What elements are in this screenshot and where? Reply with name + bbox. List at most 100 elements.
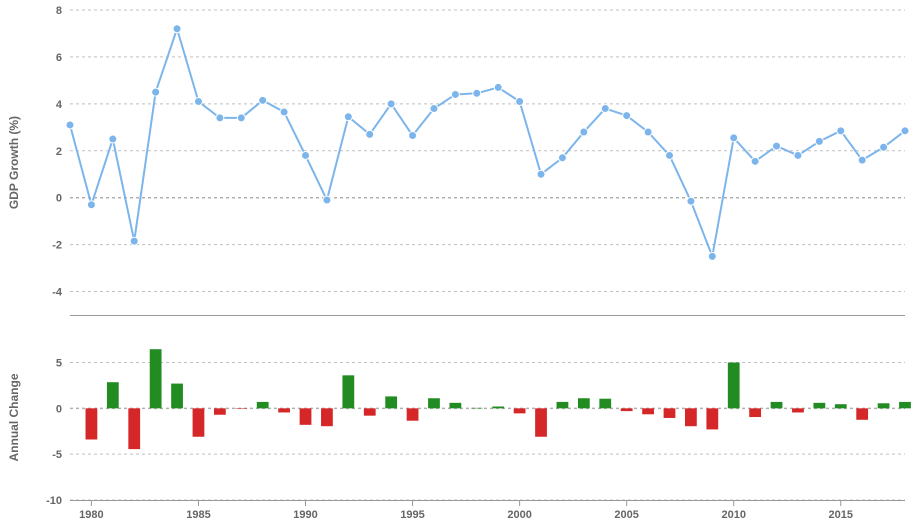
data-point[interactable] [473,89,481,97]
annual-change-bar[interactable] [86,408,98,439]
data-point[interactable] [173,25,181,33]
annual-change-bar[interactable] [813,403,825,409]
x-tick-label: 2005 [614,509,638,521]
annual-change-bar[interactable] [214,408,226,414]
annual-change-bar[interactable] [300,408,312,425]
data-point[interactable] [751,157,759,165]
data-point[interactable] [901,127,909,135]
data-point[interactable] [409,132,417,140]
annual-change-bar[interactable] [449,403,461,409]
y-tick-label: 0 [56,403,62,415]
annual-change-bar[interactable] [792,408,804,412]
data-point[interactable] [494,83,502,91]
data-point[interactable] [87,201,95,209]
data-point[interactable] [644,128,652,136]
annual-change-bar[interactable] [899,402,911,408]
data-point[interactable] [516,98,524,106]
y-tick-label: 0 [56,193,62,205]
annual-change-bar[interactable] [128,408,140,449]
data-point[interactable] [152,88,160,96]
data-point[interactable] [216,114,224,122]
data-point[interactable] [280,108,288,116]
annual-change-bar[interactable] [771,402,783,408]
annual-change-bar[interactable] [599,399,611,409]
annual-change-bar[interactable] [664,408,676,418]
y-tick-label: 8 [56,5,62,17]
annual-change-bar[interactable] [706,408,718,429]
y-tick-label: 6 [56,52,62,64]
data-point[interactable] [430,105,438,113]
y-tick-label: 5 [56,358,62,370]
annual-change-bar[interactable] [535,408,547,436]
annual-change-bar[interactable] [428,398,440,408]
x-tick-label: 1995 [400,509,424,521]
data-point[interactable] [773,142,781,150]
gdp-growth-line [70,29,905,257]
annual-change-bar[interactable] [835,404,847,408]
x-tick-label: 2000 [507,509,531,521]
x-tick-label: 2015 [829,509,853,521]
annual-change-bar[interactable] [578,398,590,408]
data-point[interactable] [837,127,845,135]
y-tick-label: 2 [56,146,62,158]
y-tick-label: -10 [46,495,62,507]
annual-change-bar[interactable] [150,349,162,408]
data-point[interactable] [687,197,695,205]
data-point[interactable] [558,154,566,162]
data-point[interactable] [708,252,716,260]
data-point[interactable] [580,128,588,136]
data-point[interactable] [794,151,802,159]
y-tick-label: -2 [52,240,62,252]
annual-change-bar[interactable] [557,402,569,408]
annual-change-bar[interactable] [685,408,697,426]
data-point[interactable] [366,130,374,138]
y-tick-label: -4 [52,287,63,299]
data-point[interactable] [109,135,117,143]
x-tick-label: 1985 [186,509,210,521]
y-axis-label-bottom: Annual Change [7,373,21,461]
data-point[interactable] [537,170,545,178]
data-point[interactable] [237,114,245,122]
annual-change-bar[interactable] [193,408,205,436]
data-point[interactable] [387,100,395,108]
data-point[interactable] [601,105,609,113]
y-axis-label-top: GDP Growth (%) [7,116,21,209]
annual-change-bar[interactable] [728,363,740,409]
annual-change-bar[interactable] [235,408,247,409]
annual-change-bar[interactable] [407,408,419,420]
data-point[interactable] [730,134,738,142]
data-point[interactable] [880,143,888,151]
annual-change-bar[interactable] [321,408,333,426]
data-point[interactable] [323,196,331,204]
annual-change-bar[interactable] [856,408,868,419]
annual-change-bar[interactable] [385,396,397,408]
x-tick-label: 1980 [79,509,103,521]
data-point[interactable] [130,237,138,245]
annual-change-bar[interactable] [642,408,654,414]
annual-change-bar[interactable] [621,408,633,411]
data-point[interactable] [623,112,631,120]
data-point[interactable] [451,90,459,98]
annual-change-bar[interactable] [364,408,376,415]
data-point[interactable] [302,151,310,159]
annual-change-bar[interactable] [257,402,269,408]
annual-change-bar[interactable] [278,408,290,412]
annual-change-bar[interactable] [171,384,183,409]
annual-change-bar[interactable] [878,403,890,408]
data-point[interactable] [344,113,352,121]
data-point[interactable] [665,151,673,159]
y-tick-label: -5 [52,449,62,461]
annual-change-bar[interactable] [471,408,483,409]
chart-container: -4 -2 0 2 4 6 8 GDP Growth (%) -10 -5 0 5 Annual Cha… [0,0,915,526]
data-point[interactable] [66,121,74,129]
data-point[interactable] [815,137,823,145]
annual-change-bar[interactable] [514,408,526,413]
annual-change-bar[interactable] [342,375,354,408]
data-point[interactable] [194,98,202,106]
data-point[interactable] [858,156,866,164]
y-tick-label: 4 [56,99,63,111]
annual-change-bar[interactable] [107,382,119,408]
data-point[interactable] [259,96,267,104]
annual-change-bar[interactable] [749,408,761,417]
annual-change-bar[interactable] [492,407,504,409]
